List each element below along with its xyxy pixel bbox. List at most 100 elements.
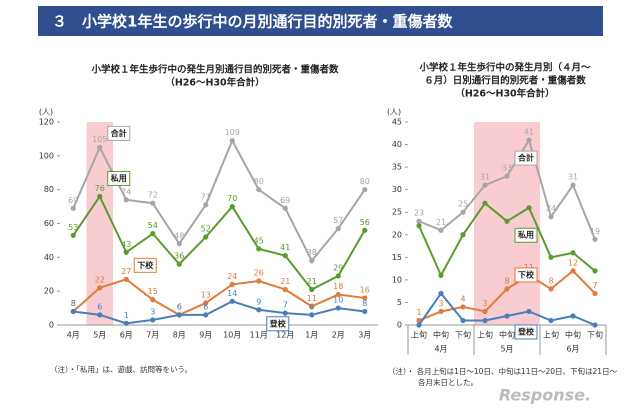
- data-point: [256, 307, 262, 313]
- y-axis-label: (人): [387, 108, 401, 117]
- data-label: 48: [174, 231, 184, 240]
- series-name: 登校: [269, 318, 287, 328]
- note: 各月末日とした。: [418, 377, 478, 387]
- chart-title: ６月）日別通行目的別死者・重傷者数: [424, 75, 586, 87]
- data-point: [526, 308, 532, 315]
- data-point: [309, 312, 315, 318]
- y-tick-label: 20: [44, 287, 54, 296]
- x-tick-label: 1月: [305, 331, 318, 340]
- data-point: [548, 214, 554, 220]
- y-tick-label: 40: [44, 253, 54, 262]
- data-label: 11: [524, 263, 534, 272]
- data-point: [150, 231, 156, 237]
- x-tick-label: 中旬: [499, 330, 515, 340]
- data-point: [70, 205, 76, 211]
- data-point: [592, 236, 598, 242]
- series-name-box: [107, 125, 131, 141]
- data-point: [229, 298, 235, 304]
- series-name-box: [514, 324, 538, 340]
- data-point: [570, 268, 576, 274]
- highlight-band: [86, 122, 113, 325]
- y-tick-label: 100: [39, 151, 54, 160]
- data-label: 22: [95, 275, 105, 284]
- y-tick-label: 120: [39, 118, 54, 127]
- data-label: 105: [92, 135, 107, 144]
- data-point: [504, 218, 510, 224]
- data-point: [482, 308, 488, 315]
- data-label: 43: [121, 240, 131, 249]
- series-name-box: [266, 316, 290, 332]
- data-label: 18: [333, 282, 343, 291]
- data-label: 109: [225, 128, 240, 137]
- x-tick-label: 3月: [358, 331, 371, 340]
- data-point: [362, 227, 368, 233]
- data-point: [123, 276, 129, 282]
- data-point: [309, 286, 315, 293]
- watermark: Response.: [499, 386, 591, 405]
- data-point: [335, 273, 341, 279]
- data-point: [176, 261, 182, 267]
- series-line: [73, 300, 365, 325]
- data-label: 38: [307, 248, 317, 257]
- data-label: 69: [280, 196, 290, 205]
- data-label: 21: [436, 218, 446, 227]
- x-tick-label: 11月: [250, 331, 268, 340]
- chart-subtitle: （H26～H30年合計）: [165, 77, 264, 89]
- data-label: 24: [546, 204, 556, 213]
- data-label: 31: [480, 173, 490, 182]
- chart-subtitle: （H26～H30年合計）: [455, 88, 554, 100]
- data-label: 13: [201, 291, 211, 300]
- data-label: 1: [124, 311, 129, 320]
- data-label: 6: [309, 302, 314, 311]
- data-point: [504, 313, 510, 319]
- data-label: 80: [254, 177, 264, 186]
- data-point: [70, 308, 76, 315]
- data-point: [229, 138, 235, 144]
- data-point: [416, 218, 422, 224]
- x-tick-label: 7月: [146, 331, 159, 340]
- series-name: 私用: [517, 230, 534, 240]
- series-name: 下校: [518, 269, 535, 279]
- data-point: [256, 246, 262, 252]
- x-tick-label: 上旬: [543, 330, 559, 340]
- y-axis-label: (人): [39, 108, 53, 117]
- x-tick-label: 8月: [173, 331, 186, 340]
- data-point: [335, 225, 341, 232]
- data-point: [309, 258, 315, 264]
- data-point: [256, 278, 262, 284]
- series-name-box: [514, 227, 538, 243]
- data-point: [203, 202, 209, 208]
- data-point: [482, 182, 488, 188]
- series-name: 私用: [110, 173, 127, 183]
- note: （注）・「私用」は、遊戯、訪問等をいう。: [50, 364, 192, 374]
- data-point: [123, 320, 129, 326]
- data-label: 8: [548, 276, 553, 285]
- data-point: [592, 268, 598, 274]
- data-label: 41: [524, 128, 534, 137]
- data-label: 52: [201, 225, 211, 234]
- data-point: [526, 137, 532, 143]
- data-label: 4: [460, 294, 465, 303]
- y-tick-label: 80: [44, 185, 54, 194]
- data-point: [176, 312, 182, 318]
- y-tick-label: 0: [49, 321, 54, 330]
- data-label: 16: [360, 285, 370, 294]
- data-point: [203, 234, 209, 240]
- data-label: 9: [256, 297, 261, 306]
- data-point: [482, 317, 488, 324]
- x-tick-label: 2月: [332, 331, 345, 340]
- data-point: [97, 193, 103, 200]
- x-tick-label: 9月: [199, 331, 212, 340]
- series-name: 登校: [517, 326, 535, 336]
- x-tick-label: 上旬: [411, 330, 427, 340]
- y-tick-label: 40: [392, 140, 402, 149]
- data-point: [282, 286, 288, 293]
- data-label: 3: [482, 299, 487, 308]
- data-point: [438, 227, 444, 233]
- x-tick-label: 12月: [276, 331, 294, 340]
- series-line: [72, 138, 366, 263]
- header-band: [38, 6, 603, 36]
- data-point: [150, 200, 156, 206]
